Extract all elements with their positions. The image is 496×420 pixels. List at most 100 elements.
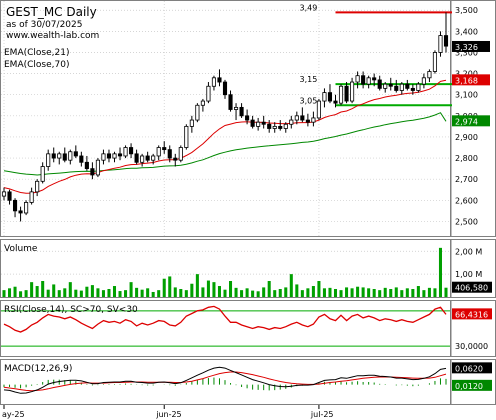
volume-bar [179, 289, 183, 297]
volume-bar [389, 289, 393, 297]
volume-tick-label: 2,00 M [455, 247, 482, 256]
volume-bar [311, 286, 315, 297]
candle-body [129, 147, 134, 155]
volume-bar [107, 289, 111, 297]
candle-body [68, 151, 73, 161]
volume-last-bg [452, 281, 492, 293]
ema21-line [3, 79, 447, 194]
candle-body [211, 77, 217, 87]
candle-body [1, 191, 7, 197]
candle-body [7, 191, 12, 201]
volume-bar [63, 288, 67, 297]
volume-bar [146, 288, 150, 297]
volume-bar [438, 247, 442, 297]
volume-bar [345, 287, 349, 297]
ema21-value-label-bg [452, 74, 490, 86]
level-label: 3,05 [300, 96, 318, 105]
chart-subtitle: as of 30/07/2025 [6, 20, 82, 30]
level-label: 3,15 [300, 75, 318, 84]
volume-bar [317, 281, 321, 297]
candle-body [245, 115, 250, 121]
volume-bar [151, 291, 155, 297]
candle-body [278, 125, 283, 129]
candle-body [432, 52, 438, 72]
macd-label: MACD(12,26,9) [4, 364, 72, 374]
volume-bar [74, 289, 78, 297]
rsi-thresholds [1, 310, 450, 347]
volume-bar [422, 290, 426, 297]
volume-bar [367, 288, 371, 297]
x-tick-label: ay-25 [2, 410, 25, 419]
volume-bar [416, 286, 420, 297]
candle-body [233, 106, 239, 110]
candle-body [443, 35, 449, 47]
macd-last-bg [452, 362, 492, 374]
volume-panel [0, 239, 451, 298]
macd-axis-labels: 0,0620 0,0120 [452, 362, 492, 391]
volume-bar [278, 289, 282, 297]
candle-body [438, 35, 443, 53]
candle-body [29, 191, 34, 203]
candlesticks [1, 12, 449, 222]
macd-histogram [3, 377, 447, 391]
candle-body [24, 202, 29, 214]
volume-bar [173, 287, 177, 297]
x-tick-label: jul-25 [310, 410, 334, 419]
candle-body [427, 71, 432, 79]
candle-body [372, 77, 377, 81]
candle-body [228, 94, 233, 110]
last-price-label: 3,326 [455, 43, 478, 52]
candle-body [46, 153, 51, 167]
volume-bar [19, 291, 23, 297]
candle-body [294, 115, 299, 121]
volume-bar [339, 290, 343, 297]
volume-bar [361, 287, 365, 297]
ema70-line [3, 112, 447, 176]
volume-bar [129, 282, 133, 297]
macd-line [3, 366, 447, 394]
candle-body [394, 85, 399, 91]
volume-bar [85, 286, 89, 297]
watermark: www.wealth-lab.com [6, 31, 99, 41]
candle-body [106, 153, 112, 159]
macd-hist-last-bg [452, 379, 492, 391]
volume-bar [267, 281, 271, 297]
volume-bar [201, 287, 205, 297]
volume-bar [118, 291, 122, 297]
volume-bar [168, 276, 172, 297]
candle-body [311, 117, 316, 123]
candle-body [283, 123, 288, 129]
volume-bar [206, 280, 210, 297]
ema21-value-label: 3,168 [455, 76, 478, 85]
volume-bar [284, 287, 288, 297]
volume-bar [234, 287, 238, 297]
candle-body [200, 100, 205, 106]
volume-bar [394, 287, 398, 297]
candle-body [51, 153, 56, 159]
rsi-lower-label: 30,0000 [455, 342, 488, 351]
candle-body [322, 92, 327, 102]
candle-body [79, 155, 84, 163]
volume-bar [251, 290, 255, 297]
candle-body [123, 147, 128, 157]
volume-bar [112, 286, 117, 297]
volume-bar [13, 286, 17, 297]
candle-body [261, 121, 266, 125]
candle-body [95, 159, 100, 176]
candle-body [272, 125, 277, 129]
volume-bar [101, 290, 105, 297]
candle-body [289, 119, 294, 125]
candle-body [84, 161, 89, 170]
price-last-labels: 3,326 3,168 2,974 [452, 40, 490, 127]
volume-bar [405, 288, 409, 297]
macd-last-label: 0,0620 [455, 364, 483, 373]
volume-bar [68, 282, 72, 297]
candle-body [145, 155, 150, 161]
macd-signal-line [3, 371, 447, 392]
rsi-label: RSI(Close,14), SC>70, SV<30 [4, 305, 138, 315]
ema-lines [3, 79, 447, 194]
candle-body [366, 77, 371, 85]
price-tick-label: 2,800 [455, 154, 478, 163]
volume-bar [162, 278, 166, 297]
volume-bar [411, 289, 415, 297]
